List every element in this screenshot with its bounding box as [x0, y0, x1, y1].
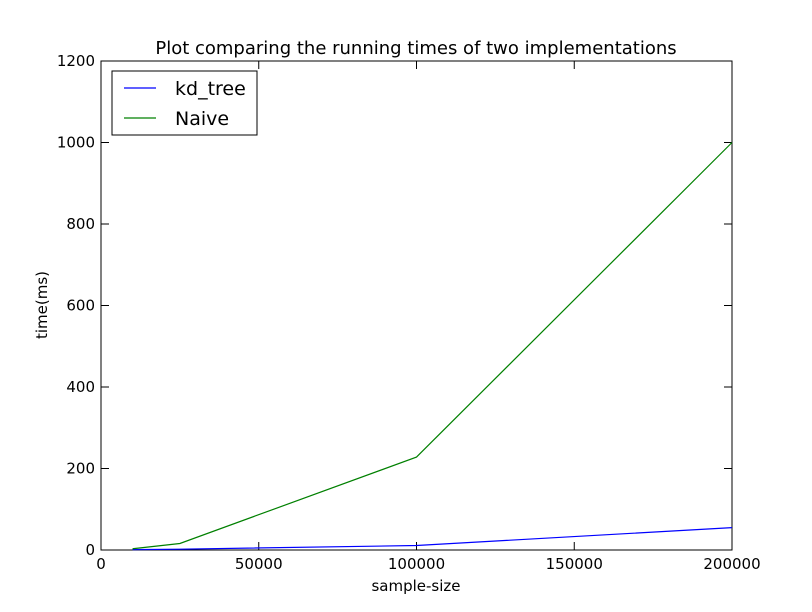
series-line-kd-tree — [132, 526, 733, 551]
x-tick-label: 50000 — [235, 555, 283, 573]
legend-label: kd_tree — [175, 78, 246, 100]
legend: kd_tree Naive — [111, 70, 258, 136]
y-tick-label: 800 — [66, 215, 95, 233]
series-line-naive — [132, 142, 733, 550]
y-axis: 0 200 400 600 800 1000 1200 — [57, 52, 732, 559]
x-tick-label: 0 — [96, 555, 106, 573]
y-tick-label: 0 — [85, 541, 95, 559]
y-tick-label: 1000 — [57, 134, 95, 152]
x-tick-label: 100000 — [388, 555, 445, 573]
series-lines — [132, 142, 733, 551]
x-tick-label: 200000 — [703, 555, 760, 573]
y-tick-label: 1200 — [57, 52, 95, 70]
x-tick-label: 150000 — [546, 555, 603, 573]
y-tick-label: 600 — [66, 297, 95, 315]
legend-label: Naive — [175, 108, 229, 130]
x-axis: 0 50000 100000 150000 200000 — [96, 61, 761, 573]
x-axis-label: sample-size — [371, 577, 460, 595]
legend-box — [111, 70, 258, 136]
y-tick-label: 200 — [66, 460, 95, 478]
y-axis-label: time(ms) — [33, 271, 51, 339]
chart-title: Plot comparing the running times of two … — [155, 38, 676, 59]
y-tick-label: 400 — [66, 378, 95, 396]
